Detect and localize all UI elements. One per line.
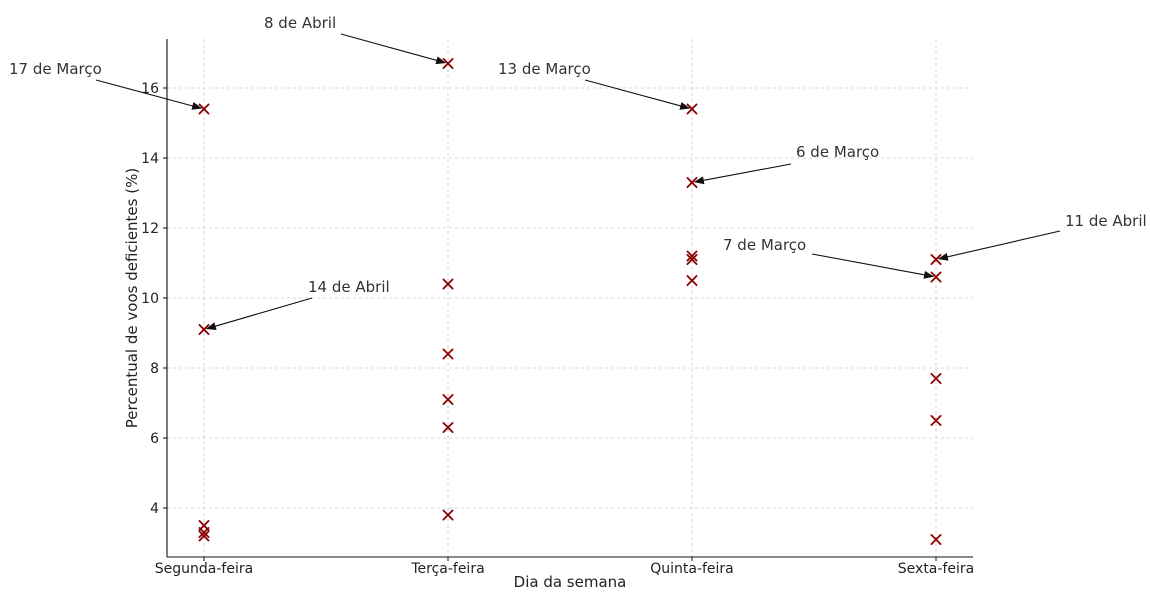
annotation-arrow: [937, 230, 1061, 261]
x-tick-label-terca-feira: Terça-feira: [410, 561, 484, 577]
y-tick-label-12: 12: [141, 221, 159, 237]
data-point: [442, 393, 454, 406]
data-point: [198, 527, 210, 538]
data-points: [198, 58, 942, 545]
data-point: [930, 372, 942, 385]
annotation-arrow: [693, 163, 792, 185]
data-point: [686, 274, 698, 287]
annotation-13-de-marco: 13 de Março: [498, 60, 691, 110]
grid: [167, 39, 973, 557]
x-axis-label: Dia da semana: [514, 573, 627, 591]
annotations: 17 de Março 14 de Abril 8 de Abril 13 de Ma…: [9, 14, 1147, 330]
annotation-label: 6 de Março: [796, 143, 879, 161]
y-tick-label-14: 14: [141, 151, 159, 167]
annotation-11-de-abril: 11 de Abril: [937, 212, 1147, 261]
data-point: [686, 250, 698, 262]
data-point: [930, 534, 942, 545]
data-point: [442, 509, 454, 521]
annotation-arrow: [205, 297, 313, 330]
annotation-arrow: [95, 79, 203, 110]
annotation-label: 14 de Abril: [308, 278, 390, 296]
annotation-label: 17 de Março: [9, 60, 102, 78]
y-axis-label: Percentual de voos deficientes (%): [123, 168, 141, 428]
x-tick-label-sexta-feira: Sexta-feira: [898, 561, 974, 577]
annotation-label: 13 de Março: [498, 60, 591, 78]
annotation-label: 7 de Março: [723, 236, 806, 254]
annotation-7-de-marco: 7 de Março: [723, 236, 935, 279]
data-point: [442, 58, 454, 69]
y-tick-label-6: 6: [150, 431, 159, 447]
annotation-label: 8 de Abril: [264, 14, 336, 32]
x-tick-label-quinta-feira: Quinta-feira: [650, 561, 734, 577]
data-point: [198, 323, 210, 336]
annotation-6-de-marco: 6 de Março: [693, 143, 879, 185]
y-tick-label-4: 4: [150, 501, 159, 517]
data-point: [442, 348, 454, 360]
annotation-17-de-marco: 17 de Março: [9, 60, 203, 110]
x-tick-label-segunda-feira: Segunda-feira: [155, 561, 253, 577]
annotation-8-de-abril: 8 de Abril: [264, 14, 447, 65]
annotation-arrow: [584, 79, 691, 110]
y-tick-label-10: 10: [141, 291, 159, 307]
annotation-14-de-abril: 14 de Abril: [205, 278, 390, 330]
annotation-arrow: [340, 33, 447, 65]
data-point: [198, 530, 210, 542]
y-tick-label-8: 8: [150, 361, 159, 377]
data-point: [686, 253, 698, 266]
annotation-arrow: [811, 253, 935, 279]
data-point: [442, 278, 454, 290]
data-point: [442, 421, 454, 434]
data-point: [930, 414, 942, 427]
annotation-label: 11 de Abril: [1065, 212, 1147, 230]
